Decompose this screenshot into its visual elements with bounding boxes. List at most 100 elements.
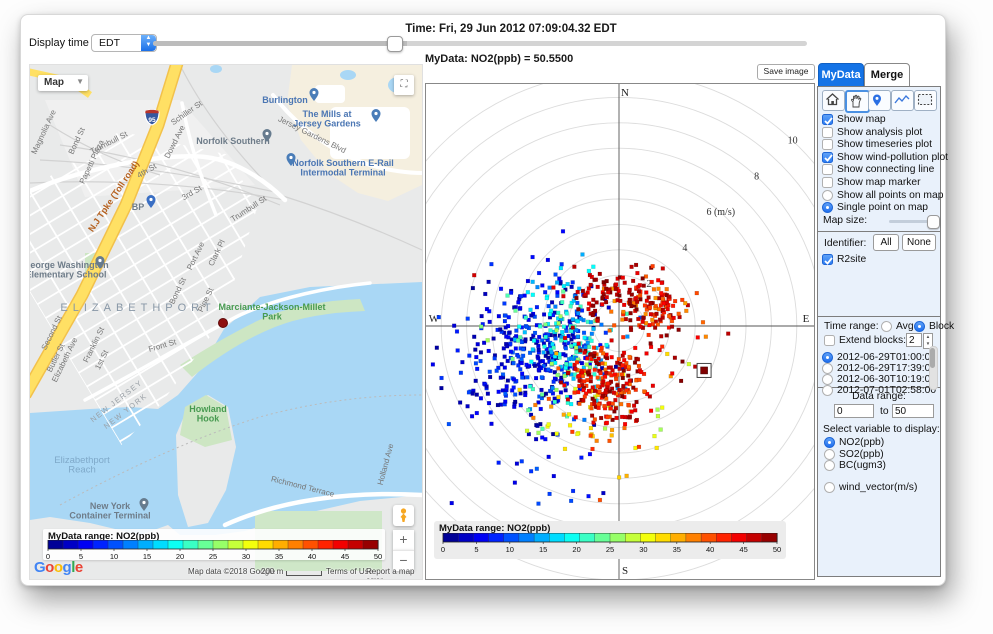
terms-of-use-link[interactable]: Terms of Use [326, 567, 374, 576]
poi-pin-icon[interactable] [286, 153, 296, 166]
checkbox-show-connecting-line[interactable] [822, 164, 833, 176]
chevron-down-icon: ▼ [76, 77, 84, 86]
identifier-none-button[interactable]: None [902, 234, 936, 251]
radio-bc-ugm3[interactable] [824, 460, 835, 471]
map-type-button[interactable]: Map ▼ [38, 75, 88, 91]
map-size-slider[interactable] [889, 220, 937, 223]
save-image-button[interactable]: Save image [757, 64, 815, 80]
checkbox-r2site[interactable] [822, 254, 833, 265]
zoom-out-button[interactable]: − [393, 550, 414, 571]
report-map-error-link[interactable]: Report a map error [366, 567, 415, 579]
tab-merge[interactable]: Merge [864, 63, 910, 88]
checkbox-show-map-marker[interactable] [822, 177, 833, 188]
poi-pin-icon[interactable] [371, 109, 381, 122]
map-size-slider-handle[interactable] [927, 215, 940, 229]
map-data-marker[interactable] [218, 318, 228, 328]
radio-single-point-on-map[interactable] [822, 202, 833, 214]
identifier-section: Identifier: All None R2site [818, 231, 940, 317]
svg-text:2: 2 [646, 279, 651, 290]
option-label: 2012-06-30T10:19:00 [837, 374, 937, 385]
popup-stepper-icon: ▲ ▼ [141, 35, 156, 51]
identifier-label: Identifier: [824, 238, 867, 249]
svg-text:0: 0 [46, 552, 50, 561]
option-label: BC(ugm3) [839, 460, 886, 471]
tool-marker-pin-icon[interactable] [868, 90, 891, 111]
interstate-95-shield: 95 [144, 109, 160, 126]
timezone-popup[interactable]: EDT ▲ ▼ [91, 34, 157, 52]
app-window: Display time in: EDT ▲ ▼ Time: Fri, 29 Ju… [20, 14, 954, 586]
tool-home-icon[interactable] [822, 90, 845, 111]
option-label: SO2(ppb) [839, 448, 884, 460]
identifier-all-button[interactable]: All [873, 234, 899, 251]
extend-blocks-input[interactable] [906, 333, 922, 347]
radio-2012-06-29t17-39-00[interactable] [822, 363, 833, 374]
radio-so2-ppb[interactable] [824, 448, 835, 460]
radio-show-all-points-on-map[interactable] [822, 189, 833, 201]
extend-blocks-checkbox[interactable] [824, 335, 835, 346]
google-logo: Google [34, 559, 83, 576]
radio-no2-ppb[interactable] [824, 437, 835, 448]
checkbox-show-wind-pollution-plot[interactable] [822, 151, 833, 163]
checkbox-show-timeseries-plot[interactable] [822, 139, 833, 151]
poi-pin-icon[interactable] [309, 88, 319, 101]
time-slider-track[interactable] [153, 41, 807, 46]
map-label-burlington: Burlington [262, 88, 319, 105]
radio-block[interactable] [914, 321, 925, 332]
option-label: Show timeseries plot [837, 139, 932, 151]
svg-text:50: 50 [773, 545, 781, 554]
map-type-label: Map [44, 77, 64, 88]
svg-text:40: 40 [706, 545, 714, 554]
data-range-min-input[interactable] [834, 404, 874, 418]
zoom-in-button[interactable]: + [393, 530, 414, 550]
time-slider-handle[interactable] [387, 36, 403, 52]
radio-2012-06-29t01-00-00[interactable] [822, 352, 833, 363]
poi-pin-icon[interactable] [262, 129, 272, 142]
google-logo-letter: g [62, 559, 72, 576]
polar-scatter-plot[interactable]: N S W E 2 4 6 (m/s) 8 10 [426, 84, 814, 579]
radio-2012-07-01t02-58-00[interactable] [822, 385, 833, 396]
extend-blocks-stepper-icon[interactable]: ▲ ▼ [923, 333, 933, 349]
tool-pan-hand-icon[interactable] [845, 90, 870, 113]
checkbox-show-analysis-plot[interactable] [822, 126, 833, 138]
poi-pin-icon[interactable] [95, 256, 105, 269]
pegman-icon[interactable] [393, 505, 414, 526]
map-label-norfolk-southern-e-rail: Norfolk Southern E-Rail Intermodal Termin… [286, 153, 394, 178]
extend-blocks-label: Extend blocks: [839, 335, 906, 346]
map-label-elizabethport: ELIZABETHPORT [60, 302, 210, 314]
fullscreen-icon[interactable]: ⛶ [394, 75, 414, 95]
radio-avg[interactable] [881, 321, 892, 332]
data-range-to-label: to [880, 406, 889, 417]
time-blocks-scrollbar[interactable] [929, 346, 938, 390]
data-range-max-input[interactable] [892, 404, 934, 418]
timeseries-icon [894, 93, 910, 111]
scrollbar-thumb[interactable] [930, 348, 935, 368]
display-options-section: Show map Show analysis plot Show timeserie… [818, 87, 948, 232]
svg-text:30: 30 [242, 552, 250, 561]
svg-text:95: 95 [148, 117, 156, 124]
tool-select-region-icon[interactable] [914, 90, 937, 111]
option-label: 2012-06-29T01:00:00 [837, 352, 937, 363]
time-mode-label: Avg [896, 321, 914, 332]
poi-pin-icon[interactable] [146, 195, 156, 208]
map-panel[interactable]: 95 Trumbull St Trumbull St Magnolia Ave Bond… [29, 64, 423, 580]
wind-pollution-plot[interactable]: N S W E 2 4 6 (m/s) 8 10 MyData range: NO2(ppb) … [425, 83, 815, 580]
radio-2012-06-30t10-19-00[interactable] [822, 374, 833, 385]
home-icon [825, 93, 840, 111]
display-time-label: Display time in: [29, 37, 104, 49]
map-label-howland: Howland Hook [189, 404, 227, 424]
checkbox-show-map[interactable] [822, 114, 833, 125]
svg-text:25: 25 [209, 552, 217, 561]
tool-timeseries-icon[interactable] [891, 90, 914, 111]
option-label: NO2(ppb) [839, 437, 885, 448]
marker-pin-icon [871, 93, 883, 112]
poi-pin-icon[interactable] [139, 498, 149, 511]
tab-mydata[interactable]: MyData [818, 63, 864, 88]
radio-wind-vector-m-s[interactable] [824, 482, 835, 493]
selected-point-marker[interactable] [696, 362, 712, 378]
svg-text:S: S [622, 565, 628, 577]
